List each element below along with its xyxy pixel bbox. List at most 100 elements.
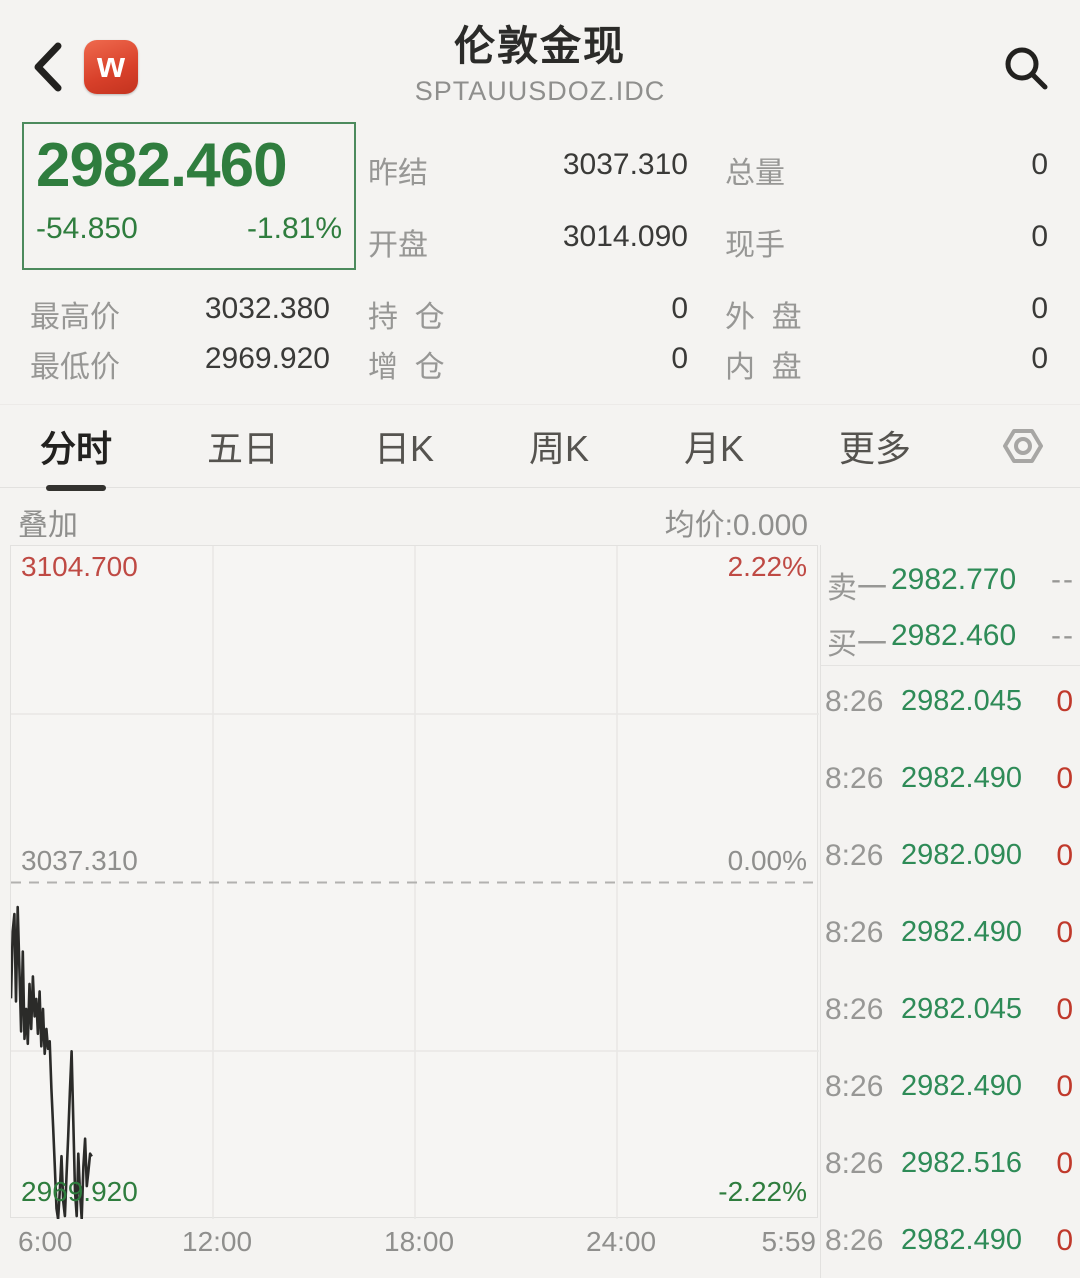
stat-label-open-interest: 持 仓 [368,301,445,334]
trade-row: 8:26 2982.490 0 [821,1070,1080,1114]
tab-monthly-k[interactable]: 月K [684,428,745,469]
time-tick-2: 18:00 [384,1226,455,1257]
time-tick-3: 24:00 [586,1226,657,1257]
chart-settings-button[interactable] [1000,423,1046,469]
price-change: -54.850 [36,212,138,245]
ask-qty: -- [1051,563,1075,596]
stat-label-added-interest: 增 仓 [368,351,445,384]
time-tick-0: 6:00 [18,1226,73,1257]
ask-row: 卖一 2982.770 -- [821,563,1080,607]
trade-time: 8:26 [825,1070,884,1103]
stat-label-open: 开盘 [368,229,428,262]
trade-time: 8:26 [825,1224,884,1257]
trade-time: 8:26 [825,839,884,872]
last-price: 2982.460 [36,131,288,200]
wind-app-icon[interactable]: w [84,40,138,94]
average-price-label: 均价:0.000 [664,509,808,542]
trade-row: 8:26 2982.490 0 [821,1224,1080,1268]
stat-label-current-lots: 现手 [725,229,785,262]
chart-y-max-label: 3104.700 [21,551,138,582]
trade-price: 2982.490 [901,762,1022,794]
bid-row: 买一 2982.460 -- [821,619,1080,663]
stat-label-outer-lots: 外 盘 [725,301,802,334]
stat-value-total-volume: 0 [1031,148,1048,181]
chart-y-mid-label: 3037.310 [21,845,138,876]
stat-value-prev-settle: 3037.310 [562,148,688,181]
search-button[interactable] [1002,44,1050,92]
trade-time: 8:26 [825,685,884,718]
trade-volume: 0 [1056,993,1073,1026]
chart-pct-mid-label: 0.00% [727,845,807,876]
settings-hex-icon [1003,429,1043,463]
price-line [11,905,93,1219]
trade-price: 2982.090 [901,839,1022,871]
time-tick-4: 5:59 [761,1226,817,1257]
quote-side-panel[interactable]: 卖一 2982.770 -- 买一 2982.460 -- 8:26 2982.… [820,545,1080,1278]
bid-qty: -- [1051,619,1075,652]
chart-y-min-label: 2969.920 [21,1176,138,1207]
stat-value-current-lots: 0 [1031,220,1048,253]
bid-price: 2982.460 [891,619,1017,652]
chart-pct-max-label: 2.22% [727,551,807,582]
chart-pct-min-label: -2.22% [718,1176,807,1207]
trade-row: 8:26 2982.516 0 [821,1147,1080,1191]
chevron-left-icon [34,42,62,92]
stat-value-inner-lots: 0 [1031,342,1048,375]
stat-label-low: 最低价 [30,351,120,384]
trade-time: 8:26 [825,993,884,1026]
trade-row: 8:26 2982.490 0 [821,762,1080,806]
stat-value-open-interest: 0 [671,292,688,325]
trade-volume: 0 [1056,1224,1073,1257]
trade-volume: 0 [1056,685,1073,718]
tab-daily-k[interactable]: 日K [374,428,435,469]
search-icon [1005,47,1048,90]
ask-price: 2982.770 [891,563,1017,596]
trade-price: 2982.045 [901,685,1022,717]
trade-volume: 0 [1056,1070,1073,1103]
bid-label: 买一 [827,628,887,661]
intraday-chart-canvas[interactable]: 3104.700 2.22% 3037.310 0.00% 2969.920 -… [10,545,819,1219]
back-button[interactable] [26,38,70,96]
last-price-box: 2982.460 -54.850 -1.81% [22,122,356,270]
trade-price: 2982.045 [901,993,1022,1025]
stat-label-inner-lots: 内 盘 [725,351,802,384]
stat-value-outer-lots: 0 [1031,292,1048,325]
trade-row: 8:26 2982.045 0 [821,993,1080,1037]
trade-row: 8:26 2982.490 0 [821,916,1080,960]
tab-five-day[interactable]: 五日 [207,428,280,469]
chart-period-tabbar: 分时 五日 日K 周K 月K 更多 [0,404,1080,488]
trade-price: 2982.516 [901,1147,1022,1179]
trade-time: 8:26 [825,1147,884,1180]
stat-label-high: 最高价 [30,301,120,334]
overlay-button[interactable]: 叠加 [18,509,78,542]
tab-intraday[interactable]: 分时 [34,410,118,482]
panel-divider [821,665,1080,666]
header: w 伦敦金现 SPTAUUSDOZ.IDC [0,0,1080,116]
stat-label-total-volume: 总量 [725,157,785,190]
stat-label-prev-settle: 昨结 [368,157,428,190]
price-change-pct: -1.81% [246,212,342,245]
trade-volume: 0 [1056,762,1073,795]
stat-value-open: 3014.090 [562,220,688,253]
chart-grid [11,546,819,1219]
trade-time: 8:26 [825,762,884,795]
trade-price: 2982.490 [901,916,1022,948]
stat-value-low: 2969.920 [204,342,330,375]
trade-price: 2982.490 [901,1224,1022,1256]
trade-volume: 0 [1056,1147,1073,1180]
time-tick-1: 12:00 [182,1226,253,1257]
trade-volume: 0 [1056,916,1073,949]
trade-time: 8:26 [825,916,884,949]
trade-row: 8:26 2982.090 0 [821,839,1080,883]
page-title: 伦敦金现 [454,23,626,69]
time-axis: 6:00 12:00 18:00 24:00 5:59 [10,1226,818,1266]
tab-more[interactable]: 更多 [839,428,912,469]
trade-price: 2982.490 [901,1070,1022,1102]
stat-value-high: 3032.380 [204,292,330,325]
instrument-code: SPTAUUSDOZ.IDC [414,76,666,106]
ask-label: 卖一 [827,572,887,605]
trade-row: 8:26 2982.045 0 [821,685,1080,729]
trade-volume: 0 [1056,839,1073,872]
stat-value-added-interest: 0 [671,342,688,375]
tab-weekly-k[interactable]: 周K [529,428,590,469]
